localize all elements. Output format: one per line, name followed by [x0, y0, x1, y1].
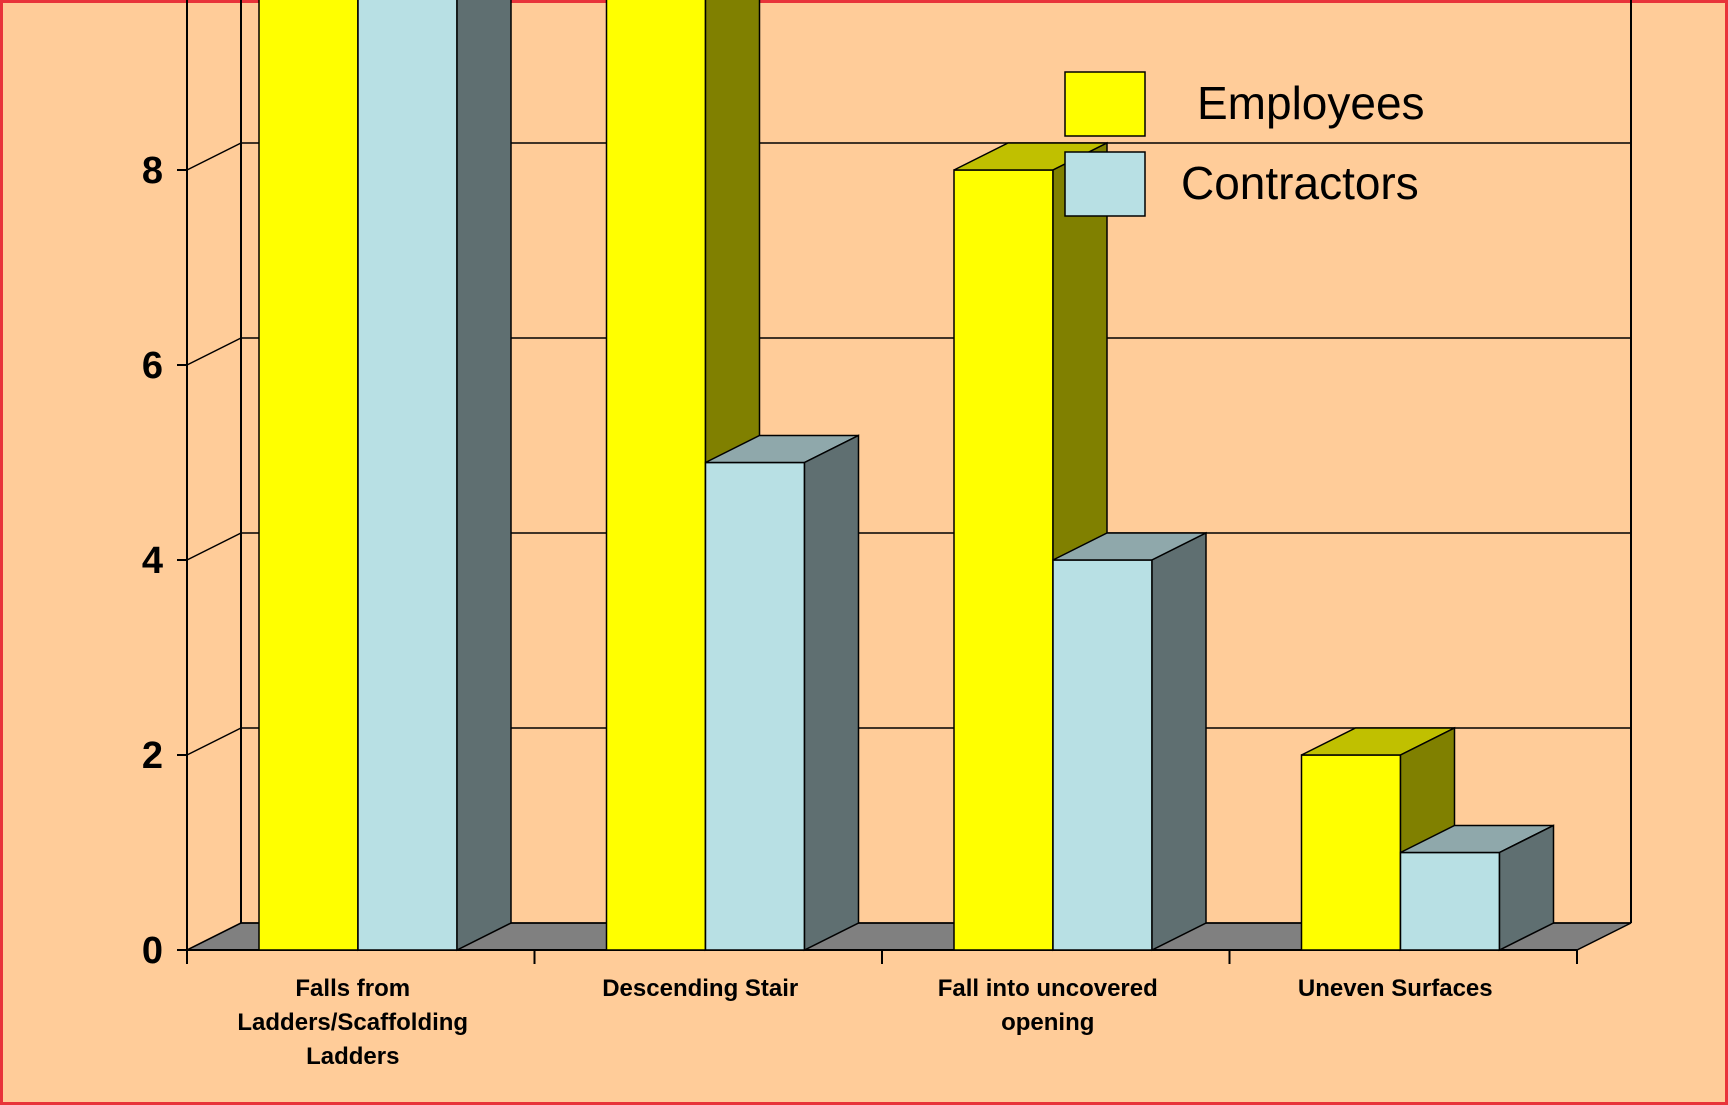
y-tick-label: 2 — [142, 735, 163, 777]
bar-layer — [258, 0, 1555, 952]
x-category-label-line: Fall into uncovered — [938, 975, 1158, 1002]
legend-swatch-employees — [1064, 71, 1146, 137]
legend-label-contractors: Contractors — [1181, 157, 1419, 209]
x-category-label: Uneven Surfaces — [1298, 975, 1493, 1002]
y-tick-label: 8 — [142, 150, 163, 192]
y-tick-label: 4 — [142, 540, 163, 582]
legend-swatch-contractors — [1064, 151, 1146, 217]
gridline-side — [186, 337, 242, 366]
bar-front — [1052, 559, 1153, 951]
bar-front — [605, 0, 707, 951]
x-category-label-line: Falls from — [295, 975, 410, 1002]
y-tick-label: 0 — [142, 930, 163, 972]
legend: Employees Contractors — [1064, 71, 1425, 217]
bar-front — [357, 0, 458, 951]
x-category-label-line: Ladders/Scaffolding — [237, 1009, 468, 1036]
gridline-side — [186, 727, 242, 756]
x-category-label: Descending Stair — [602, 975, 798, 1002]
x-category-label: Falls from Ladders/Scaffolding Ladders — [237, 975, 468, 1070]
label-layer: 024681012141618Falls fromLadders/Scaffol… — [142, 150, 1493, 1070]
x-category-label-line: opening — [1001, 1009, 1094, 1036]
bar-side — [456, 0, 512, 952]
bar-front — [1399, 851, 1501, 951]
bar-side — [1151, 531, 1207, 952]
bar-front — [1300, 754, 1402, 951]
gridline-side — [186, 922, 242, 951]
x-category-label-line: Ladders — [306, 1043, 399, 1070]
x-category-label-line: Descending Stair — [602, 975, 798, 1002]
x-category-label: Fall into uncovered opening — [938, 975, 1158, 1036]
bar-front — [258, 0, 359, 951]
legend-label-employees: Employees — [1197, 77, 1425, 129]
bar-front — [953, 169, 1054, 951]
bar-contractors-2 — [1052, 531, 1207, 952]
bar-front — [704, 461, 806, 951]
bar-contractors-1 — [704, 434, 860, 952]
gridline-side — [186, 532, 242, 561]
bar-side — [1498, 824, 1555, 952]
bar-contractors-0 — [357, 0, 512, 952]
bar-contractors-3 — [1399, 824, 1555, 952]
bar-side — [803, 434, 860, 952]
gridline-side — [186, 142, 242, 171]
x-category-label-line: Uneven Surfaces — [1298, 975, 1493, 1002]
y-tick-label: 6 — [142, 345, 163, 387]
